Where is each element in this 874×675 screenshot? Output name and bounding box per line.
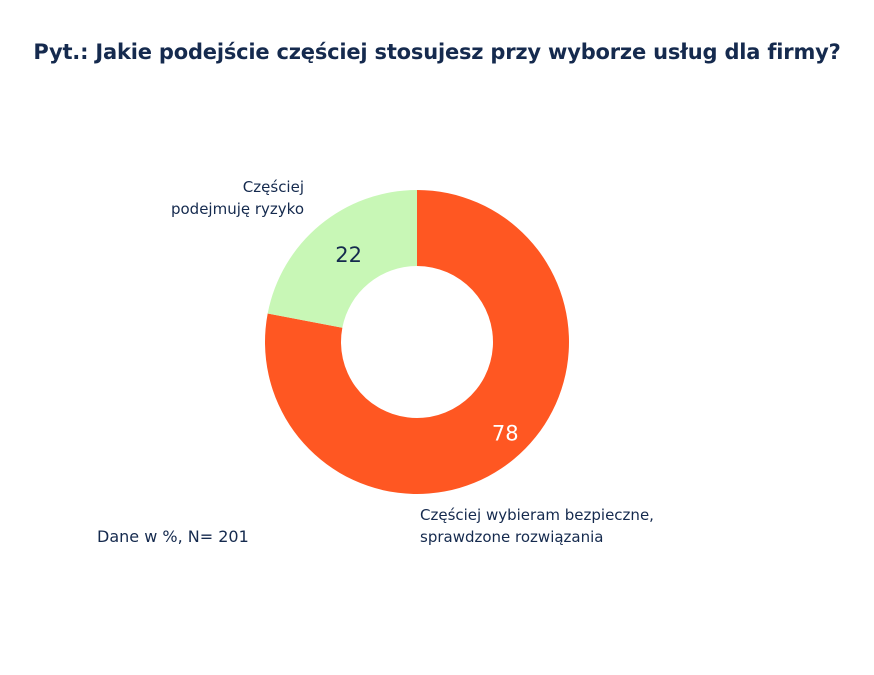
legend-label-safe-solutions-line1: Częściej wybieram bezpieczne,: [420, 506, 654, 524]
sample-note: Dane w %, N= 201: [97, 527, 249, 546]
legend-label-safe-solutions-line2: sprawdzone rozwiązania: [420, 528, 604, 546]
legend-label-take-risk: Częściej podejmuję ryzyko: [171, 176, 304, 220]
value-label-safe-solutions: 78: [492, 422, 519, 446]
slice-take-risk: [267, 190, 417, 328]
legend-label-take-risk-line1: Częściej: [242, 178, 304, 196]
legend-label-take-risk-line2: podejmuję ryzyko: [170, 200, 304, 218]
value-label-take-risk: 22: [335, 243, 362, 267]
legend-label-safe-solutions: Częściej wybieram bezpieczne, sprawdzone…: [420, 504, 654, 548]
slice-safe-solutions: [265, 190, 569, 494]
chart-title: Pyt.: Jakie podejście częściej stosujesz…: [33, 40, 841, 64]
